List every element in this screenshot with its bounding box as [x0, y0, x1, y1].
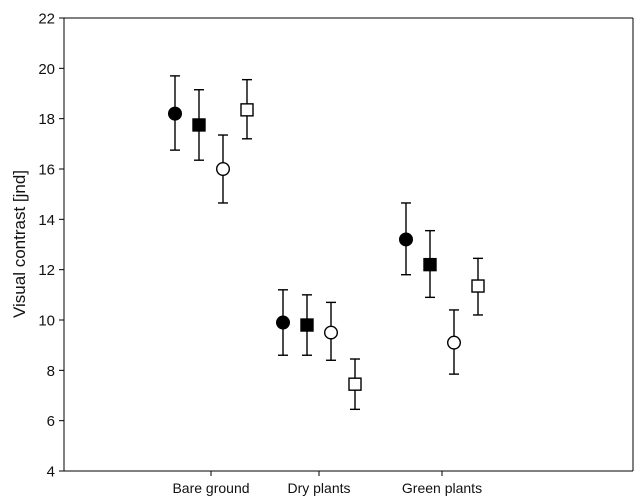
y-tick-label: 14	[38, 212, 55, 229]
data-point	[423, 257, 437, 272]
y-tick-label: 20	[38, 61, 55, 78]
y-tick-label: 22	[38, 11, 55, 28]
data-point	[300, 318, 314, 332]
data-point	[167, 106, 182, 121]
y-axis-ticks: 4 6 8 10 12 14 16 18 20 22	[38, 11, 64, 481]
y-tick-label: 6	[47, 413, 55, 430]
data-series	[167, 75, 485, 411]
data-point	[348, 377, 362, 391]
y-tick-label: 10	[38, 313, 55, 330]
series-open-square	[240, 78, 485, 411]
series-filled-circle	[167, 75, 414, 356]
y-axis-label: Visual contrast [jnd]	[10, 170, 29, 318]
data-point	[215, 161, 230, 176]
data-point	[240, 103, 254, 117]
y-tick-label: 16	[38, 162, 55, 179]
data-point	[471, 279, 485, 293]
y-tick-label: 18	[38, 111, 55, 128]
x-tick-label: Dry plants	[287, 480, 350, 496]
data-point	[192, 118, 206, 132]
series-open-circle	[215, 134, 462, 375]
x-tick-label: Green plants	[402, 480, 482, 496]
plot-frame	[63, 17, 634, 472]
data-point	[447, 335, 462, 350]
y-tick-label: 8	[47, 363, 55, 380]
data-point	[399, 232, 414, 247]
y-tick-label: 4	[47, 464, 55, 481]
y-tick-label: 12	[38, 262, 55, 279]
x-tick-label: Bare ground	[172, 480, 249, 496]
series-filled-square	[192, 89, 437, 356]
data-point	[276, 315, 291, 330]
x-axis-ticks: Bare ground Dry plants Green plants	[172, 471, 482, 496]
data-point	[324, 325, 339, 340]
